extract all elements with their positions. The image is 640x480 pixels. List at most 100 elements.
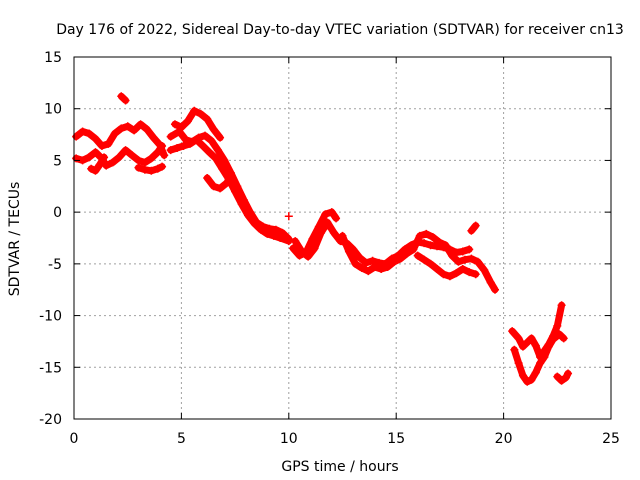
data-point xyxy=(72,154,81,163)
data-point xyxy=(458,247,467,256)
data-track xyxy=(87,153,109,175)
data-point xyxy=(480,266,489,275)
data-point xyxy=(308,235,317,244)
data-point xyxy=(256,225,265,234)
data-point xyxy=(518,371,527,380)
data-point xyxy=(536,359,545,368)
data-track xyxy=(553,369,573,385)
data-point xyxy=(314,222,323,231)
data-point xyxy=(140,165,149,174)
y-tick-label: -5 xyxy=(48,257,62,273)
data-point xyxy=(190,106,199,115)
y-tick-label: 0 xyxy=(53,205,62,221)
data-point xyxy=(216,133,225,142)
data-point xyxy=(91,166,100,175)
data-point xyxy=(216,184,225,193)
data-track xyxy=(170,106,225,142)
data-track xyxy=(72,141,167,170)
data-point xyxy=(269,231,278,240)
data-point xyxy=(368,256,377,265)
data-point xyxy=(166,146,175,155)
data-point xyxy=(198,141,207,150)
data-point xyxy=(222,179,231,188)
data-point xyxy=(540,352,549,361)
data-point xyxy=(121,146,130,155)
data-track xyxy=(284,212,293,221)
data-track xyxy=(338,229,500,294)
data-point xyxy=(100,153,109,162)
data-point xyxy=(243,211,252,220)
data-point xyxy=(153,148,162,157)
data-point xyxy=(104,139,113,148)
grid-layer xyxy=(74,57,611,419)
data-point xyxy=(355,253,364,262)
data-point xyxy=(420,239,429,248)
data-point xyxy=(344,247,353,256)
data-point xyxy=(422,229,431,238)
data-point xyxy=(527,334,536,343)
data-point xyxy=(486,278,495,287)
data-point xyxy=(409,245,418,254)
data-point xyxy=(327,208,336,217)
data-point xyxy=(97,141,106,150)
data-point xyxy=(514,334,523,343)
data-point xyxy=(396,254,405,263)
data-point xyxy=(452,269,461,278)
data-point xyxy=(413,251,422,260)
data-point xyxy=(213,146,222,155)
data-point xyxy=(115,153,124,162)
data-point xyxy=(510,345,519,354)
data-point xyxy=(203,115,212,124)
y-tick-label: 5 xyxy=(53,153,62,169)
data-point xyxy=(203,174,212,183)
data-point xyxy=(237,199,246,208)
data-point xyxy=(402,249,411,258)
data-point xyxy=(123,122,132,131)
data-track xyxy=(510,330,568,386)
data-point xyxy=(72,132,81,141)
data-point xyxy=(465,268,474,277)
data-point xyxy=(218,164,227,173)
data-point xyxy=(78,127,87,136)
data-point xyxy=(295,251,304,260)
data-point xyxy=(91,134,100,143)
data-point xyxy=(211,154,220,163)
data-point xyxy=(448,251,457,260)
data-point xyxy=(134,156,143,165)
y-tick-label: 15 xyxy=(44,50,62,66)
data-point xyxy=(523,377,532,386)
data-point xyxy=(85,153,94,162)
data-point xyxy=(183,117,192,126)
x-tick-label: 0 xyxy=(70,431,79,447)
data-point xyxy=(196,109,205,118)
data-point xyxy=(85,129,94,138)
data-point xyxy=(553,321,562,330)
data-point xyxy=(310,244,319,253)
x-axis-label: GPS time / hours xyxy=(281,459,398,475)
data-point xyxy=(170,120,179,129)
data-point xyxy=(166,132,175,141)
data-point xyxy=(518,342,527,351)
x-tick-label: 5 xyxy=(177,431,186,447)
data-point xyxy=(110,129,119,138)
data-point xyxy=(370,262,379,271)
track-band xyxy=(87,153,108,175)
data-point xyxy=(220,156,229,165)
data-point xyxy=(271,225,280,234)
data-point xyxy=(192,135,201,144)
y-tick-label: 10 xyxy=(44,102,62,118)
data-point xyxy=(559,334,568,343)
data-point xyxy=(420,255,429,264)
data-track xyxy=(467,221,480,235)
data-point xyxy=(467,254,476,263)
data-point xyxy=(435,238,444,247)
chart-title: Day 176 of 2022, Sidereal Day-to-day VTE… xyxy=(56,22,624,38)
data-point xyxy=(433,265,442,274)
data-point xyxy=(357,263,366,272)
data-point xyxy=(117,92,126,101)
data-point xyxy=(205,148,214,157)
data-point xyxy=(284,212,293,221)
data-point xyxy=(177,123,186,132)
track-band xyxy=(414,252,480,280)
data-point xyxy=(426,241,435,250)
